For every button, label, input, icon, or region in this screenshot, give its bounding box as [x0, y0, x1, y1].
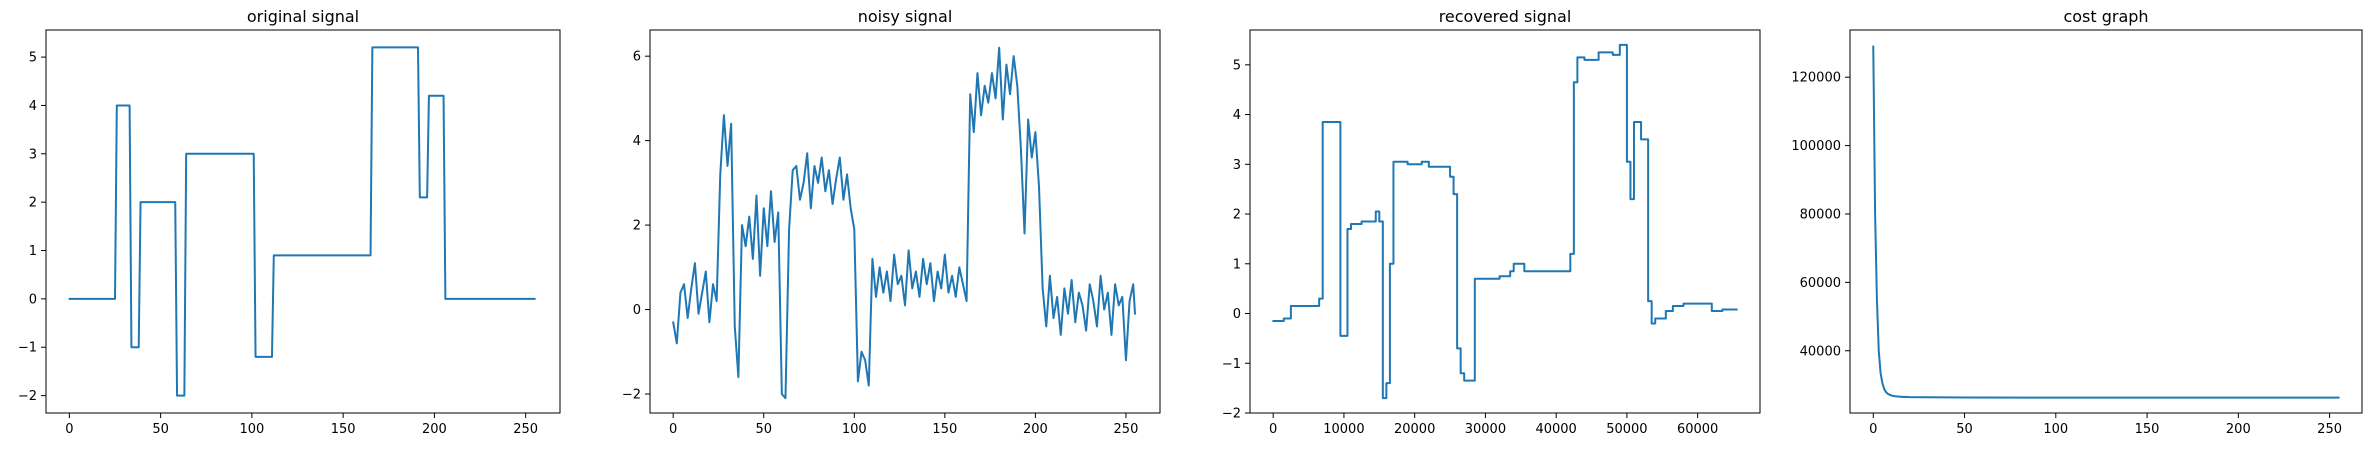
chart-title: cost graph: [2063, 7, 2148, 26]
x-tick-label: 250: [2317, 422, 2342, 437]
y-tick-label: 0: [29, 292, 37, 307]
x-tick-label: 50: [1956, 422, 1973, 437]
x-tick-label: 100: [239, 422, 264, 437]
y-tick-label: 2: [633, 219, 641, 234]
axes-frame: [649, 29, 1161, 414]
y-tick-label: 5: [29, 51, 37, 66]
x-tick-label: 100: [2043, 422, 2068, 437]
y-tick-label: 80000: [1800, 207, 1841, 222]
x-tick-label: 150: [2135, 422, 2160, 437]
y-tick-label: 2: [29, 196, 37, 211]
y-tick-label: 3: [29, 147, 37, 162]
x-tick-label: 200: [2226, 422, 2251, 437]
chart-title: original signal: [247, 7, 359, 26]
x-tick-label: 0: [65, 422, 73, 437]
y-tick-label: 6: [633, 50, 641, 65]
y-tick-label: 40000: [1800, 344, 1841, 359]
x-tick-label: 200: [1023, 422, 1048, 437]
chart-title: recovered signal: [1439, 7, 1572, 26]
y-tick-label: −2: [622, 387, 641, 402]
y-tick-label: −2: [1222, 407, 1241, 422]
y-tick-label: −2: [18, 389, 37, 404]
y-tick-label: 1: [1233, 257, 1241, 272]
x-tick-label: 10000: [1323, 422, 1364, 437]
x-tick-label: 50: [755, 422, 772, 437]
x-tick-label: 100: [842, 422, 867, 437]
y-tick-label: 60000: [1800, 276, 1841, 291]
chart-panel-1: original signal 0 50 100 150 200 250 −2 −1 0 1 2 3 4 5: [18, 7, 561, 437]
y-tick-label: 4: [633, 134, 641, 149]
x-tick-label: 0: [669, 422, 677, 437]
chart-panel-4: cost graph 0 50 100 150 200 250 40000 60000 80000…: [1791, 7, 2363, 437]
y-tick-label: 120000: [1791, 71, 1841, 86]
axes-frame: [45, 29, 561, 414]
y-tick-label: 4: [29, 99, 37, 114]
x-tick-label: 150: [331, 422, 356, 437]
x-tick-label: 40000: [1535, 422, 1576, 437]
x-tick-label: 30000: [1465, 422, 1506, 437]
x-tick-label: 20000: [1394, 422, 1435, 437]
y-tick-label: 1: [29, 244, 37, 259]
x-tick-label: 0: [1269, 422, 1277, 437]
y-tick-label: 3: [1233, 158, 1241, 173]
y-tick-label: 2: [1233, 208, 1241, 223]
y-tick-label: 0: [1233, 307, 1241, 322]
x-tick-label: 50: [152, 422, 169, 437]
y-tick-label: −1: [18, 341, 37, 356]
x-tick-label: 150: [932, 422, 957, 437]
series-line: [672, 46, 1137, 400]
chart-panel-2: noisy signal 0 50 100 150 200 250 −2 0 2 4 6: [622, 7, 1161, 437]
x-tick-label: 60000: [1677, 422, 1718, 437]
x-tick-label: 200: [422, 422, 447, 437]
y-tick-label: 4: [1233, 108, 1241, 123]
x-tick-label: 250: [1114, 422, 1139, 437]
y-tick-label: 5: [1233, 58, 1241, 73]
series-line: [68, 46, 536, 397]
x-tick-label: 50000: [1606, 422, 1647, 437]
x-tick-label: 0: [1869, 422, 1877, 437]
y-tick-label: −1: [1222, 357, 1241, 372]
axes-frame: [1849, 29, 2363, 414]
series-line: [1872, 45, 2340, 399]
chart-panel-3: recovered signal 0 10000 20000 30000 40000 500…: [1222, 7, 1761, 437]
chart-title: noisy signal: [858, 7, 953, 26]
axes-frame: [1249, 29, 1761, 414]
y-tick-label: 0: [633, 303, 641, 318]
y-tick-label: 100000: [1791, 139, 1841, 154]
x-tick-label: 250: [513, 422, 538, 437]
series-line: [1272, 43, 1738, 400]
